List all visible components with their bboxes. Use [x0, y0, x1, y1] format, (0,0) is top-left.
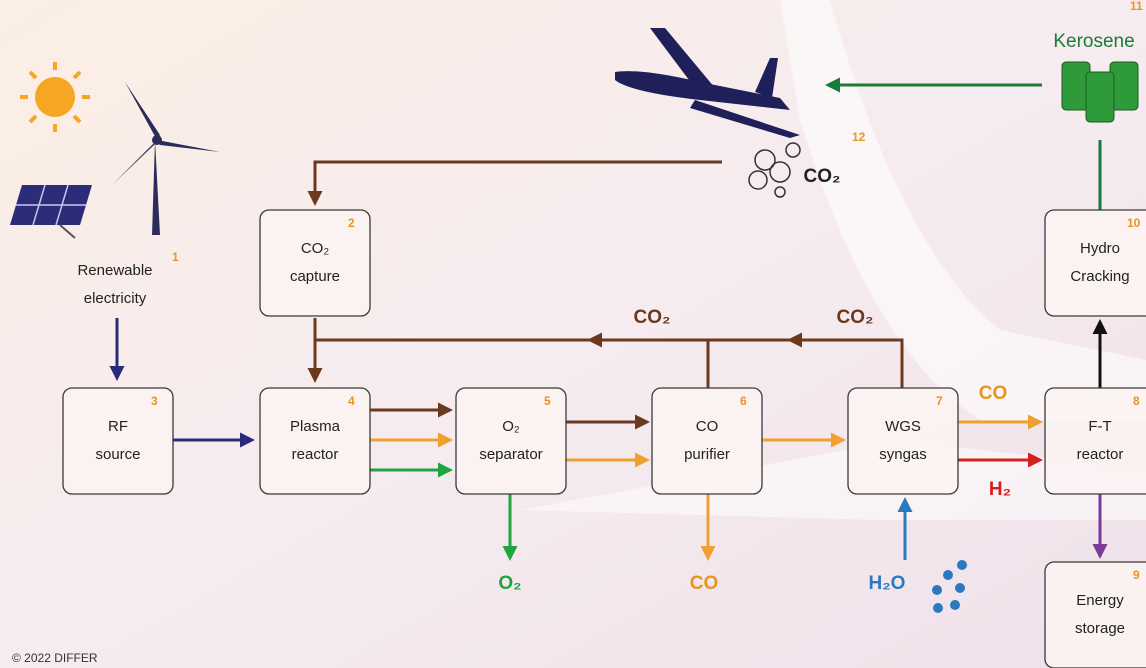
node-number: 4: [348, 394, 355, 408]
node-number: 3: [151, 394, 158, 408]
node-label: Energy: [1076, 592, 1124, 609]
node-label: CO₂: [804, 166, 841, 187]
node-label: F-T: [1088, 418, 1111, 435]
node-label: purifier: [684, 446, 730, 463]
node-label: storage: [1075, 620, 1125, 637]
node-number: 1: [172, 250, 179, 264]
node-number: 5: [544, 394, 551, 408]
node-label: Kerosene: [1053, 31, 1134, 52]
diagram: © 2022 DIFFER Renewable electricity 1 CO₂ ca…: [0, 0, 1146, 668]
flow-label: H₂O: [869, 573, 906, 594]
node-number: 8: [1133, 394, 1140, 408]
node-label: capture: [290, 268, 340, 285]
node-number: 10: [1127, 216, 1141, 230]
flow-label: CO₂: [634, 307, 671, 328]
node-number: 12: [852, 130, 866, 144]
node-label: Hydro: [1080, 240, 1120, 257]
node-label: reactor: [292, 446, 339, 463]
node-number: 11: [1130, 0, 1143, 13]
node-number: 2: [348, 216, 355, 230]
node-label: reactor: [1077, 446, 1124, 463]
node-label: CO: [696, 418, 719, 435]
node-number: 9: [1133, 568, 1140, 582]
flow-label: CO: [690, 573, 719, 594]
node-number: 7: [936, 394, 943, 408]
node-label: RF: [108, 418, 128, 435]
node-label: electricity: [84, 290, 147, 307]
process-box: [1045, 388, 1146, 494]
node-label: separator: [479, 446, 542, 463]
node-label: source: [95, 446, 140, 463]
flow-label: CO₂: [837, 307, 874, 328]
node-label: WGS: [885, 418, 921, 435]
node-label: Cracking: [1070, 268, 1129, 285]
copyright: © 2022 DIFFER: [12, 651, 98, 665]
node-number: 6: [740, 394, 747, 408]
process-box: [1045, 562, 1146, 668]
node-label: syngas: [879, 446, 927, 463]
node-label: Renewable: [77, 262, 152, 279]
flow-label: H₂: [989, 479, 1011, 500]
node-label: O₂: [502, 418, 520, 435]
flow-label: CO: [979, 383, 1008, 404]
node-label: CO₂: [301, 240, 330, 257]
node-label: Plasma: [290, 418, 341, 435]
flow-label: O₂: [498, 573, 521, 594]
